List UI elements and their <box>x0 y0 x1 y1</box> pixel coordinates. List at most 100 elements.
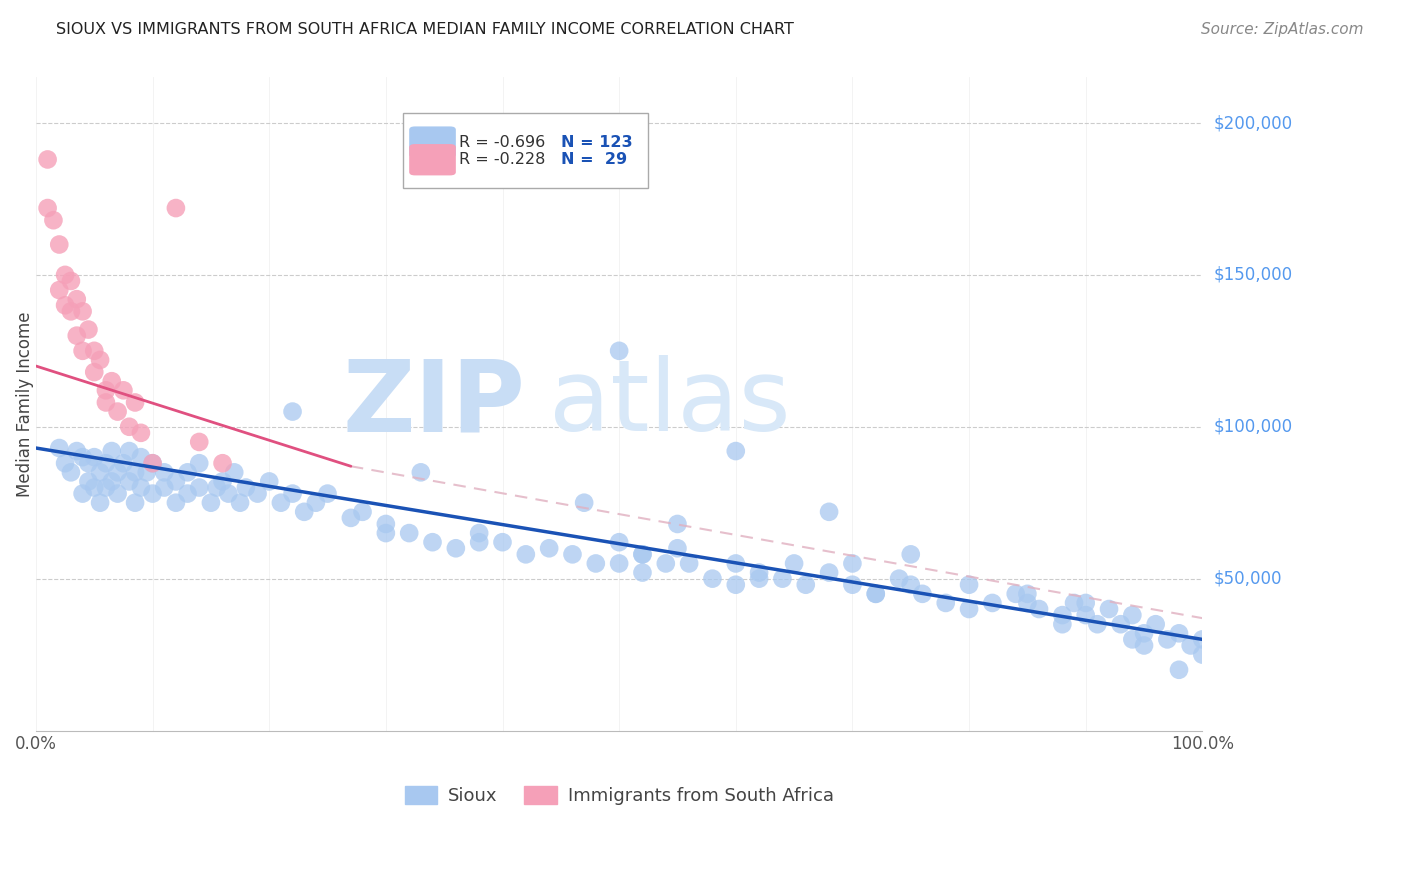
Point <box>281 404 304 418</box>
Point <box>270 496 292 510</box>
Point <box>107 404 129 418</box>
Point <box>561 547 583 561</box>
Point <box>112 384 135 398</box>
Point <box>1133 626 1156 640</box>
Text: N =  29: N = 29 <box>561 153 627 167</box>
Text: SIOUX VS IMMIGRANTS FROM SOUTH AFRICA MEDIAN FAMILY INCOME CORRELATION CHART: SIOUX VS IMMIGRANTS FROM SOUTH AFRICA ME… <box>56 22 794 37</box>
Point <box>818 505 841 519</box>
Point <box>72 304 94 318</box>
Point <box>374 516 396 531</box>
Point <box>48 441 70 455</box>
Point <box>165 201 187 215</box>
Point <box>1144 617 1167 632</box>
Point <box>188 434 211 449</box>
Point <box>53 298 76 312</box>
Point <box>1180 639 1202 653</box>
Point <box>124 466 146 480</box>
Point <box>229 496 252 510</box>
Point <box>957 602 980 616</box>
Point <box>935 596 957 610</box>
Text: $50,000: $50,000 <box>1213 570 1282 588</box>
Point <box>42 213 65 227</box>
Point <box>841 557 863 571</box>
Point <box>316 486 339 500</box>
Point <box>100 475 122 489</box>
Point <box>94 384 117 398</box>
Point <box>48 283 70 297</box>
Point <box>1052 617 1074 632</box>
Point <box>1156 632 1178 647</box>
Point <box>1098 602 1121 616</box>
Point <box>374 526 396 541</box>
Point <box>655 557 678 571</box>
Point <box>468 526 491 541</box>
Point <box>72 486 94 500</box>
Point <box>112 456 135 470</box>
Point <box>1109 617 1132 632</box>
Point <box>1133 639 1156 653</box>
Point <box>818 566 841 580</box>
Point <box>211 456 233 470</box>
Point <box>911 587 934 601</box>
Point <box>957 578 980 592</box>
Point <box>1085 617 1108 632</box>
Point <box>235 481 257 495</box>
Point <box>200 496 222 510</box>
Point <box>135 466 157 480</box>
Point <box>1028 602 1050 616</box>
Point <box>66 444 89 458</box>
Point <box>585 557 607 571</box>
Text: R = -0.228: R = -0.228 <box>460 153 546 167</box>
Point <box>83 481 105 495</box>
Point <box>94 456 117 470</box>
Point <box>724 444 747 458</box>
Text: R = -0.696: R = -0.696 <box>460 135 546 150</box>
Point <box>142 456 165 470</box>
Point <box>748 572 770 586</box>
Point <box>72 343 94 358</box>
Point <box>491 535 513 549</box>
Point <box>153 466 176 480</box>
Point <box>188 481 211 495</box>
Point <box>59 274 82 288</box>
Point <box>153 481 176 495</box>
Point <box>53 456 76 470</box>
Point <box>72 450 94 464</box>
Point <box>981 596 1004 610</box>
Point <box>118 475 141 489</box>
Point <box>724 578 747 592</box>
Point <box>37 201 59 215</box>
Point <box>83 343 105 358</box>
Point <box>83 450 105 464</box>
Point <box>66 328 89 343</box>
Point <box>607 343 630 358</box>
Point <box>129 425 152 440</box>
Point <box>1063 596 1085 610</box>
Point <box>538 541 561 556</box>
Point <box>1191 632 1213 647</box>
Point <box>37 153 59 167</box>
Point <box>124 496 146 510</box>
Point <box>89 496 111 510</box>
Point <box>515 547 537 561</box>
Point <box>724 557 747 571</box>
FancyBboxPatch shape <box>409 127 456 158</box>
Point <box>305 496 328 510</box>
Point <box>292 505 315 519</box>
Point <box>1121 632 1143 647</box>
Point <box>124 395 146 409</box>
Point <box>217 486 239 500</box>
Point <box>211 475 233 489</box>
Point <box>107 486 129 500</box>
Point <box>702 572 724 586</box>
FancyBboxPatch shape <box>404 113 648 188</box>
Point <box>783 557 806 571</box>
Point <box>340 511 363 525</box>
Point <box>100 374 122 388</box>
Point <box>678 557 700 571</box>
Point <box>887 572 910 586</box>
Point <box>770 572 793 586</box>
Point <box>89 466 111 480</box>
Point <box>1017 596 1039 610</box>
Text: ZIP: ZIP <box>343 356 526 452</box>
